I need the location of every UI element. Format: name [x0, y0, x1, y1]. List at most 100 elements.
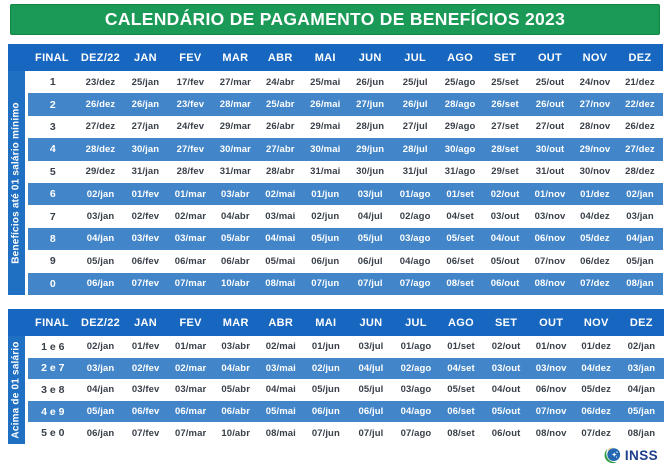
payment-date-cell: 01/dez — [572, 182, 618, 206]
payment-date-cell: 03/jul — [347, 182, 393, 206]
payment-date-cell: 01/ago — [392, 182, 438, 206]
column-header-mai: MAI — [303, 309, 349, 336]
payment-date-cell: 05/jun — [303, 379, 349, 401]
payment-date-cell: 03/fev — [123, 379, 169, 401]
payment-date-cell: 06/mar — [167, 250, 213, 273]
final-digit-cell: 5 — [26, 160, 78, 183]
payment-date-cell: 02/mai — [258, 336, 304, 358]
column-header-mai: MAI — [302, 44, 348, 71]
payment-date-cell: 05/dez — [572, 227, 618, 251]
payment-date-cell: 30/mar — [212, 138, 258, 161]
payment-date-cell: 02/fev — [123, 357, 169, 380]
payment-date-cell: 21/dez — [617, 71, 663, 94]
table-row: 7 03/jan 02/fev 02/mar 04/abr 03/mai 02/jun 04/… — [8, 205, 663, 228]
strip-header-spacer — [8, 309, 26, 336]
payment-date-cell: 07/ago — [392, 272, 438, 295]
payment-date-cell: 28/abr — [257, 160, 303, 183]
payment-date-cell: 05/dez — [573, 379, 619, 401]
payment-table-minimum-wage: FINAL DEZ/22 JAN FEV MAR ABR MAI JUN JUL AGO SET OU… — [8, 44, 664, 295]
payment-date-cell: 02/mar — [168, 357, 214, 380]
payment-date-cell: 03/ago — [393, 379, 439, 401]
payment-date-cell: 31/ago — [437, 160, 483, 183]
payment-date-cell: 02/jan — [78, 182, 123, 206]
payment-date-cell: 02/out — [483, 336, 529, 358]
payment-date-cell: 08/mai — [257, 272, 303, 295]
payment-date-cell: 29/nov — [572, 138, 618, 161]
payment-date-cell: 30/jan — [122, 138, 168, 161]
payment-date-cell: 08/mai — [258, 422, 304, 444]
payment-date-cell: 02/ago — [392, 205, 438, 228]
column-header-set: SET — [482, 44, 528, 71]
final-digit-cell: 3 e 8 — [26, 379, 78, 401]
payment-date-cell: 27/fev — [167, 138, 213, 161]
column-header-abr: ABR — [258, 309, 304, 336]
payment-date-cell: 05/mai — [257, 250, 303, 273]
header-row: FINAL DEZ/22 JAN FEV MAR ABR MAI JUN JUL AGO SET OU… — [8, 44, 663, 71]
payment-date-cell: 07/jul — [347, 272, 393, 295]
column-header-final: FINAL — [26, 44, 78, 71]
payment-date-cell: 06/set — [437, 250, 483, 273]
payment-date-cell: 27/set — [482, 115, 528, 139]
final-digit-cell: 0 — [26, 272, 78, 295]
payment-date-cell: 05/mai — [258, 400, 304, 423]
payment-date-cell: 29/mai — [302, 115, 348, 139]
payment-date-cell: 04/set — [437, 205, 483, 228]
payment-date-cell: 03/mar — [168, 379, 214, 401]
payment-date-cell: 07/jun — [302, 272, 348, 295]
column-header-jul: JUL — [392, 44, 438, 71]
payment-date-cell: 02/fev — [122, 205, 168, 228]
column-header-set: SET — [483, 309, 529, 336]
payment-date-cell: 07/ago — [393, 422, 439, 444]
table-row: Acima de 01 salário 1 e 6 02/jan 01/fev 01/m… — [8, 336, 664, 444]
payment-date-cell: 25/set — [482, 71, 528, 94]
payment-date-cell: 07/dez — [572, 272, 618, 295]
payment-date-cell: 10/abr — [213, 422, 259, 444]
payment-date-cell: 26/set — [482, 93, 528, 116]
payment-date-cell: 28/dez — [617, 160, 663, 183]
payment-date-cell: 03/abr — [212, 182, 258, 206]
payment-date-cell: 25/out — [527, 71, 573, 94]
payment-date-cell: 03/jul — [348, 336, 394, 358]
table-row: Benefícios até 01 salário mínimo 1 23/dez 2… — [8, 71, 663, 295]
payment-date-cell: 02/out — [482, 182, 528, 206]
column-header-abr: ABR — [257, 44, 303, 71]
inss-emblem-icon — [604, 447, 620, 464]
payment-date-cell: 03/out — [482, 205, 528, 228]
calendar-table: FINAL DEZ/22 JAN FEV MAR ABR MAI JUN JUL AGO SET OU… — [8, 44, 664, 295]
payment-date-cell: 31/out — [527, 160, 573, 183]
payment-date-cell: 07/mar — [168, 422, 214, 444]
payment-date-cell: 29/set — [482, 160, 528, 183]
payment-date-cell: 07/mar — [167, 272, 213, 295]
payment-date-cell: 03/nov — [528, 357, 574, 380]
payment-date-cell: 24/fev — [167, 115, 213, 139]
payment-date-cell: 27/jan — [122, 115, 168, 139]
payment-date-cell: 06/jul — [348, 400, 394, 423]
payment-date-cell: 02/jan — [617, 182, 663, 206]
table-row: 4 28/dez 30/jan 27/fev 30/mar 27/abr 30/mai 29/… — [8, 138, 663, 161]
payment-table-above-minimum: FINAL DEZ/22 JAN FEV MAR ABR MAI JUN JUL AGO SET OU… — [8, 309, 664, 444]
payment-date-cell: 01/fev — [123, 336, 169, 358]
payment-date-cell: 02/jan — [78, 336, 124, 358]
table-row: 6 02/jan 01/fev 01/mar 03/abr 02/mai 01/jun 03/… — [8, 182, 663, 206]
payment-date-cell: 05/jul — [347, 227, 393, 251]
column-header-jan: JAN — [123, 309, 169, 336]
column-header-jun: JUN — [348, 309, 394, 336]
payment-date-cell: 28/mar — [212, 93, 258, 116]
payment-date-cell: 06/fev — [122, 250, 168, 273]
payment-date-cell: 04/abr — [212, 205, 258, 228]
payment-date-cell: 17/fev — [167, 71, 213, 94]
payment-date-cell: 06/nov — [528, 379, 574, 401]
payment-date-cell: 26/dez — [617, 115, 663, 139]
payment-date-cell: 28/jul — [392, 138, 438, 161]
payment-date-cell: 06/out — [482, 272, 528, 295]
payment-date-cell: 01/nov — [528, 336, 574, 358]
side-label: Acima de 01 salário — [10, 341, 22, 439]
column-header-dez: DEZ — [617, 44, 663, 71]
payment-date-cell: 01/set — [437, 182, 483, 206]
payment-date-cell: 04/mai — [258, 379, 304, 401]
column-header-dez-22: DEZ/22 — [78, 44, 123, 71]
table-row: 3 e 8 04/jan 03/fev 03/mar 05/abr 04/mai 05/ju… — [8, 379, 664, 401]
payment-date-cell: 05/jan — [78, 400, 124, 423]
payment-date-cell: 04/jan — [618, 379, 664, 401]
final-digit-cell: 1 — [26, 71, 78, 94]
